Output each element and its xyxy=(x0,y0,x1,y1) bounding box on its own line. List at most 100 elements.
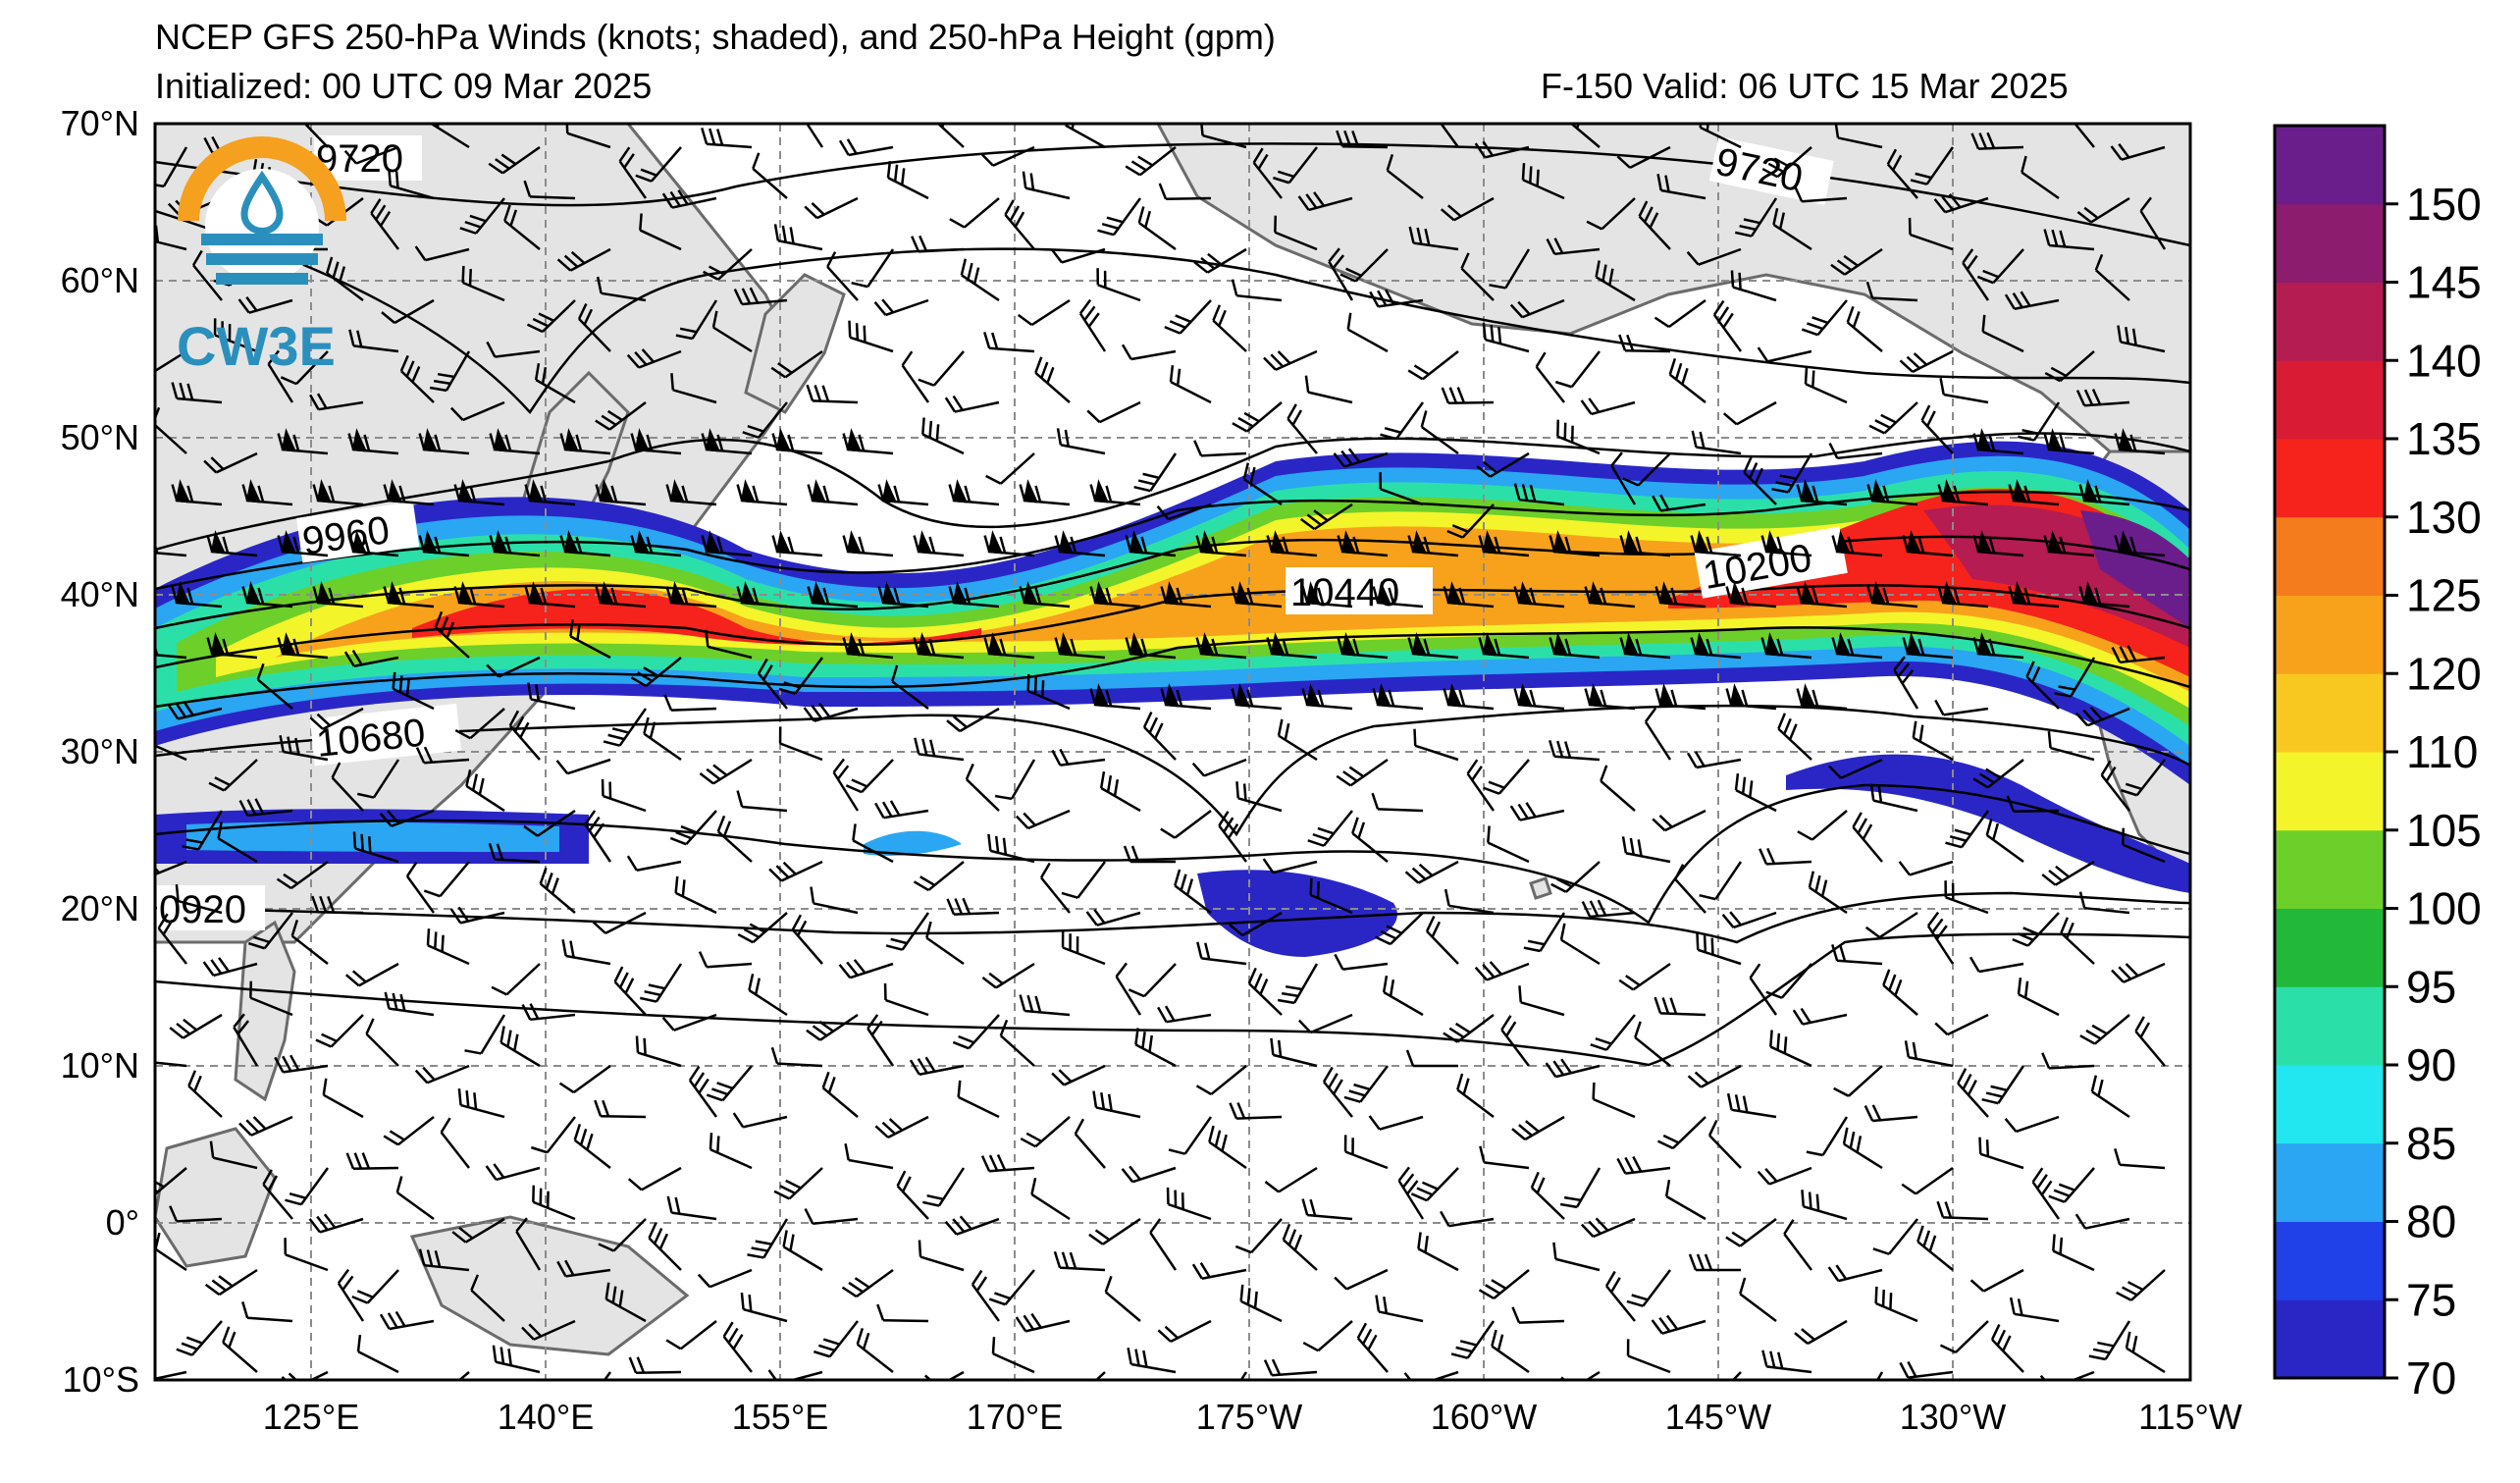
wind-barb xyxy=(1134,1028,1177,1068)
wind-barb xyxy=(1050,247,1106,264)
wind-barb xyxy=(814,1320,859,1358)
wind-barb xyxy=(2043,530,2095,557)
wind-barb xyxy=(674,875,717,915)
wind-barb xyxy=(2074,706,2130,727)
wind-barb xyxy=(771,530,823,557)
wind-barb xyxy=(1556,419,1601,455)
wind-barb xyxy=(771,428,823,455)
wind-barb xyxy=(155,740,187,762)
wind-barb xyxy=(524,581,576,609)
wind-barb xyxy=(1164,299,1212,335)
wind-barb xyxy=(356,1334,399,1374)
wind-barb xyxy=(1232,401,1283,433)
wind-barb xyxy=(449,906,505,925)
wind-barb xyxy=(1664,1179,1706,1221)
wind-barb xyxy=(277,632,329,660)
wind-barb xyxy=(1263,349,1318,371)
wind-barb xyxy=(1521,163,1565,200)
wind-barb xyxy=(465,768,505,813)
wind-barb xyxy=(414,245,470,262)
wind-barb xyxy=(711,310,753,353)
wind-barb xyxy=(2039,1370,2095,1380)
wind-barb xyxy=(1015,1312,1071,1333)
wind-barb xyxy=(1868,401,1918,435)
wind-barb xyxy=(1092,1090,1141,1119)
wind-barb xyxy=(1160,810,1212,839)
wind-barb xyxy=(1513,683,1565,711)
wind-barb xyxy=(1842,1127,1883,1170)
wind-barb xyxy=(1304,375,1353,404)
wind-barb xyxy=(1375,1295,1424,1323)
wind-barb xyxy=(312,581,364,609)
wind-barb xyxy=(351,1269,399,1304)
wind-barb xyxy=(1865,281,1918,302)
wind-barb xyxy=(601,778,647,813)
wind-barb xyxy=(217,821,258,864)
wind-barb xyxy=(965,763,1000,812)
wind-barb xyxy=(1957,1068,1989,1118)
wind-barb xyxy=(524,479,576,506)
wind-barb xyxy=(171,581,223,609)
wind-barb xyxy=(175,883,223,915)
wind-barb xyxy=(918,350,965,387)
wind-barb xyxy=(701,128,753,149)
wind-barb xyxy=(648,1222,682,1271)
wind-barb xyxy=(1831,530,1883,557)
wind-barb xyxy=(770,1046,823,1068)
wind-barb xyxy=(1061,930,1106,966)
wind-barb xyxy=(556,1259,611,1278)
wind-barb xyxy=(842,530,894,557)
wind-barb xyxy=(1407,530,1459,557)
wind-barb xyxy=(1926,911,1955,965)
wind-barb xyxy=(418,428,470,455)
graticule xyxy=(155,124,2190,1380)
wind-barb xyxy=(1652,809,1706,832)
wind-barb xyxy=(343,145,399,165)
wind-barb xyxy=(981,962,1035,989)
wind-barb xyxy=(1337,530,1389,557)
wind-barb xyxy=(1074,1118,1106,1169)
southern-jet-right xyxy=(1786,754,2190,893)
wind-barb xyxy=(1195,1065,1247,1096)
wind-barb xyxy=(1972,632,2024,660)
wind-barb xyxy=(598,1218,647,1252)
wind-barb xyxy=(453,479,505,506)
wind-barb xyxy=(925,921,965,966)
wind-barb xyxy=(1336,758,1389,787)
wind-barb xyxy=(874,1115,929,1139)
wind-barb xyxy=(1446,503,1495,539)
wind-barb xyxy=(1793,185,1848,203)
wind-barb xyxy=(1270,1037,1318,1068)
wind-barb xyxy=(1944,880,1989,915)
wind-barb xyxy=(918,1240,965,1272)
wind-barb xyxy=(1297,1013,1353,1034)
wind-barb xyxy=(343,650,399,668)
wind-barb xyxy=(2004,1115,2060,1134)
wind-barb xyxy=(1229,911,1283,937)
wind-barb xyxy=(1866,479,1918,506)
wind-barb xyxy=(2031,1167,2061,1220)
wind-barb xyxy=(1559,1167,1601,1209)
wind-barb xyxy=(2076,196,2130,224)
wind-barb xyxy=(2041,860,2095,886)
wind-barb xyxy=(569,619,611,660)
wind-barb xyxy=(1096,268,1141,302)
wind-barb xyxy=(985,452,1035,485)
wind-barb xyxy=(1234,1218,1283,1254)
valid-time: F-150 Valid: 06 UTC 15 Mar 2025 xyxy=(1541,66,2069,106)
wind-barb xyxy=(1725,581,1777,609)
wind-barb xyxy=(395,1176,435,1221)
wind-barb xyxy=(1053,1250,1106,1272)
wind-barb xyxy=(523,809,576,837)
wind-barb xyxy=(701,428,753,455)
logo-drop-icon xyxy=(240,170,284,235)
wind-barb xyxy=(434,610,470,659)
cw3e-logo: CW3E xyxy=(177,136,346,377)
wind-barb xyxy=(688,1065,718,1118)
wind-barb xyxy=(489,530,541,557)
wind-barb xyxy=(1168,1116,1213,1155)
wind-barb xyxy=(2008,581,2060,609)
wind-barb xyxy=(1443,1014,1495,1043)
wind-barb xyxy=(886,160,929,200)
wind-barb xyxy=(627,1166,682,1192)
